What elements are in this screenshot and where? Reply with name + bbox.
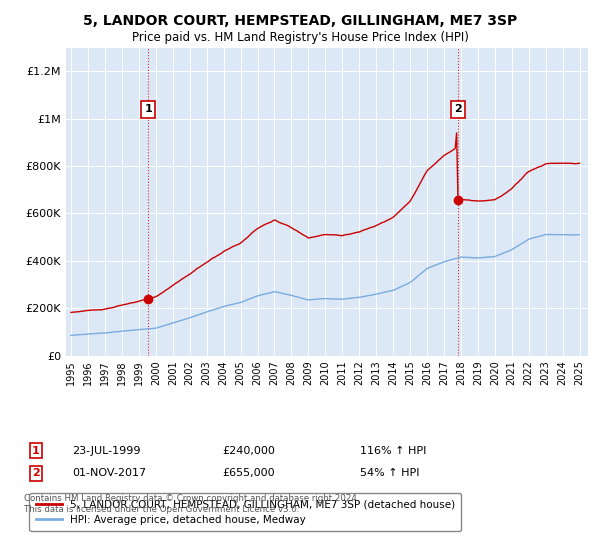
Text: Price paid vs. HM Land Registry's House Price Index (HPI): Price paid vs. HM Land Registry's House … bbox=[131, 31, 469, 44]
Text: 1: 1 bbox=[32, 446, 40, 456]
Legend: 5, LANDOR COURT, HEMPSTEAD, GILLINGHAM, ME7 3SP (detached house), HPI: Average p: 5, LANDOR COURT, HEMPSTEAD, GILLINGHAM, … bbox=[29, 493, 461, 531]
Text: Contains HM Land Registry data © Crown copyright and database right 2024.: Contains HM Land Registry data © Crown c… bbox=[24, 494, 359, 503]
Text: 23-JUL-1999: 23-JUL-1999 bbox=[72, 446, 140, 456]
Text: £655,000: £655,000 bbox=[222, 468, 275, 478]
Text: 01-NOV-2017: 01-NOV-2017 bbox=[72, 468, 146, 478]
Text: £240,000: £240,000 bbox=[222, 446, 275, 456]
Text: 116% ↑ HPI: 116% ↑ HPI bbox=[360, 446, 427, 456]
Text: This data is licensed under the Open Government Licence v3.0.: This data is licensed under the Open Gov… bbox=[24, 505, 299, 514]
Text: 5, LANDOR COURT, HEMPSTEAD, GILLINGHAM, ME7 3SP: 5, LANDOR COURT, HEMPSTEAD, GILLINGHAM, … bbox=[83, 14, 517, 28]
Text: 2: 2 bbox=[32, 468, 40, 478]
Text: 2: 2 bbox=[454, 104, 462, 114]
Text: 1: 1 bbox=[145, 104, 152, 114]
Text: 54% ↑ HPI: 54% ↑ HPI bbox=[360, 468, 419, 478]
